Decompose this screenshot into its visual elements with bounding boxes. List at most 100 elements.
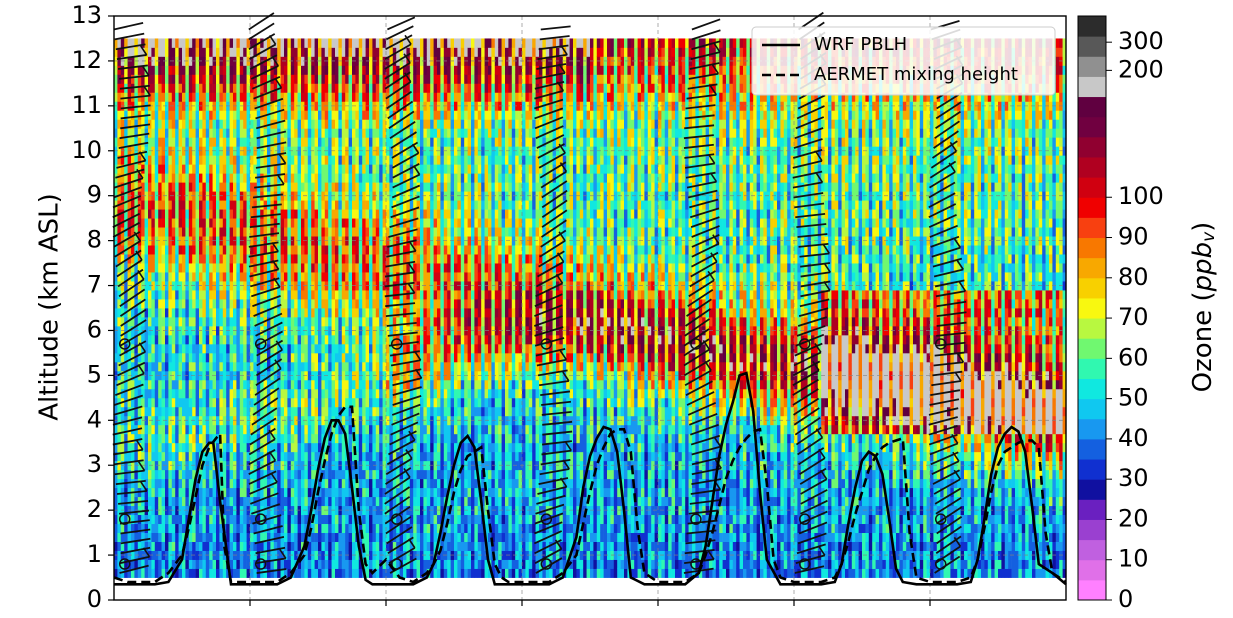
heatmap-cell [124, 263, 128, 273]
heatmap-cell [168, 83, 173, 93]
heatmap-cell [277, 74, 281, 84]
heatmap-cell [253, 433, 258, 444]
heatmap-cell [202, 397, 207, 408]
heatmap-cell [280, 110, 285, 120]
heatmap-cell [263, 119, 268, 129]
heatmap-cell [216, 415, 220, 426]
heatmap-cell [331, 74, 336, 84]
heatmap-cell [202, 263, 207, 273]
heatmap-cell [270, 514, 275, 525]
heatmap-cell [301, 505, 305, 516]
heatmap-cell [117, 568, 122, 578]
heatmap-cell [205, 290, 210, 300]
heatmap-cell [199, 379, 203, 390]
heatmap-cell [246, 559, 251, 569]
heatmap-cell [338, 254, 343, 264]
heatmap-cell [328, 568, 332, 578]
heatmap-cell [236, 334, 241, 345]
heatmap-cell [158, 352, 162, 363]
heatmap-cell [355, 433, 360, 444]
heatmap-cell [171, 38, 176, 48]
heatmap-cell [270, 263, 275, 273]
heatmap-cell [171, 451, 176, 462]
heatmap-cell [304, 469, 309, 480]
heatmap-cell [324, 209, 329, 219]
heatmap-cell [369, 164, 373, 174]
heatmap-cell [202, 191, 207, 201]
heatmap-cell [362, 209, 366, 219]
heatmap-cell [158, 38, 162, 48]
heatmap-cell [124, 218, 128, 228]
heatmap-cell [168, 119, 173, 129]
heatmap-cell [226, 523, 230, 534]
heatmap-cell [375, 74, 380, 84]
heatmap-cell [369, 83, 373, 93]
heatmap-cell [307, 263, 312, 273]
heatmap-cell [386, 334, 390, 345]
heatmap-cell [294, 173, 298, 183]
heatmap-cell [352, 290, 356, 300]
heatmap-cell [165, 182, 169, 192]
heatmap-cell [260, 254, 264, 264]
heatmap-cell [144, 236, 149, 246]
heatmap-cell [154, 272, 159, 282]
heatmap-cell [386, 514, 390, 525]
heatmap-cell [216, 83, 220, 93]
heatmap-cell [124, 290, 128, 300]
heatmap-cell [226, 254, 230, 264]
heatmap-cell [151, 200, 156, 210]
heatmap-cell [209, 164, 213, 174]
heatmap-cell [246, 343, 251, 354]
heatmap-cell [158, 227, 162, 237]
heatmap-cell [236, 388, 241, 399]
heatmap-cell [341, 155, 346, 165]
heatmap-cell [168, 290, 173, 300]
heatmap-cell [362, 451, 366, 462]
heatmap-cell [250, 559, 254, 569]
heatmap-cell [246, 155, 251, 165]
heatmap-cell [379, 38, 383, 48]
heatmap-cell [341, 559, 346, 569]
heatmap-cell [287, 38, 292, 48]
heatmap-cell [284, 361, 288, 372]
heatmap-cell [243, 263, 247, 273]
heatmap-cell [355, 164, 360, 174]
heatmap-cell [239, 290, 244, 300]
heatmap-cell [389, 236, 394, 246]
heatmap-cell [124, 460, 128, 471]
heatmap-cell [362, 56, 366, 66]
heatmap-cell [216, 406, 220, 417]
heatmap-cell [341, 245, 346, 255]
heatmap-cell [304, 245, 309, 255]
heatmap-cell [331, 451, 336, 462]
heatmap-cell [188, 182, 193, 192]
heatmap-cell [134, 128, 139, 138]
heatmap-cell [260, 119, 264, 129]
heatmap-cell [263, 388, 268, 399]
heatmap-cell [270, 83, 275, 93]
heatmap-cell [352, 424, 356, 435]
heatmap-cell [369, 334, 373, 345]
heatmap-cell [338, 523, 343, 534]
heatmap-cell [151, 164, 156, 174]
heatmap-cell [148, 263, 152, 273]
heatmap-cell [311, 119, 315, 129]
heatmap-cell [124, 92, 128, 102]
heatmap-cell [297, 424, 302, 435]
heatmap-cell [341, 433, 346, 444]
heatmap-cell [386, 541, 390, 551]
heatmap-cell [250, 469, 254, 480]
heatmap-cell [182, 478, 186, 489]
heatmap-cell [124, 47, 128, 57]
heatmap-cell [192, 496, 196, 507]
heatmap-cell [386, 173, 390, 183]
heatmap-cell [328, 334, 332, 345]
heatmap-cell [151, 299, 156, 309]
heatmap-cell [131, 299, 135, 309]
heatmap-cell [345, 92, 349, 102]
heatmap-cell [338, 137, 343, 147]
heatmap-cell [178, 442, 183, 453]
heatmap-cell [202, 316, 207, 327]
heatmap-cell [185, 200, 190, 210]
heatmap-cell [161, 379, 166, 390]
